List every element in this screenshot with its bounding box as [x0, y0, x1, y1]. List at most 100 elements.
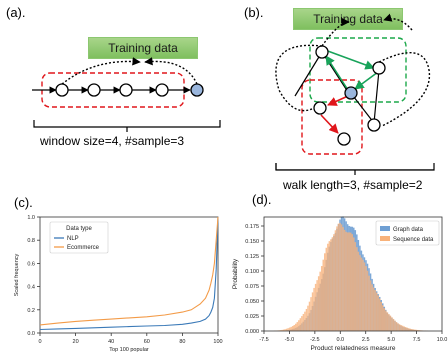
y-axis-label: Scaled frequency [14, 254, 20, 297]
panel-d-label: (d). [252, 192, 272, 207]
histogram-bar [388, 313, 390, 331]
histogram-bar [401, 325, 404, 331]
histogram-bar [317, 276, 320, 331]
histogram-bar [291, 326, 294, 331]
histogram-bar [331, 237, 334, 331]
histogram-bar [301, 316, 303, 331]
histogram-bar [380, 301, 382, 331]
panel-b-node [313, 101, 327, 115]
histogram-bar [322, 259, 325, 331]
histogram-bar [343, 229, 346, 331]
histogram-bar [366, 270, 369, 331]
panel-b-node [367, 118, 381, 132]
histogram-bar [392, 318, 395, 331]
y-tick-label: 0.8 [27, 238, 35, 244]
histogram-bar [372, 287, 375, 331]
histogram-bar [325, 247, 328, 331]
y-tick-label: 0.025 [245, 314, 259, 320]
x-tick-label: 0 [38, 339, 41, 345]
panel-a-node [87, 83, 101, 97]
histogram-bar [305, 308, 308, 331]
y-tick-label: 0.000 [245, 329, 259, 335]
panel-b-graph-diagram [275, 13, 434, 170]
histogram-bar [334, 230, 337, 331]
y-axis-label: Probability [232, 258, 239, 289]
histogram-bar [284, 329, 286, 331]
histogram-bar [327, 243, 329, 331]
histogram-bar [354, 242, 357, 331]
histogram-bar [282, 329, 285, 331]
histogram-bar [400, 325, 402, 331]
y-tick-label: 0.100 [245, 269, 259, 275]
panel-b-caption: walk length=3, #sample=2 [283, 178, 423, 192]
y-tick-label: 0.6 [27, 261, 35, 267]
histogram-bar [298, 320, 300, 331]
histogram-bar [302, 313, 305, 331]
legend-title: Data type [66, 226, 92, 232]
panel-c-line-chart: 0 20 40 60 80 100 0.0 0.2 0.4 0.6 0.8 1.0 Top 100 po… [14, 215, 223, 353]
x-tick-label: 20 [73, 339, 79, 345]
histogram-bar [311, 292, 314, 331]
histogram-bar [336, 226, 338, 331]
histogram-bar [293, 325, 296, 331]
panel-a-sequence-diagram [32, 57, 221, 132]
legend-swatch [380, 226, 390, 231]
histogram-bar [417, 329, 419, 331]
histogram-bar [397, 323, 399, 331]
histogram-bar [337, 223, 340, 331]
histogram-bar [299, 318, 302, 331]
histogram-bar [320, 266, 323, 331]
x-tick-label: -2.5 [310, 337, 319, 343]
legend-entry: Graph data [393, 227, 424, 233]
panel-a-node [155, 83, 169, 97]
histogram-bar [375, 292, 378, 331]
histogram-bar [385, 310, 387, 331]
histogram-bar [389, 315, 392, 331]
panel-b-node [372, 61, 386, 75]
panel-a-training-data-box: Training data [88, 37, 198, 59]
x-axis-label: Top 100 popular [109, 347, 149, 353]
histogram-bar [356, 247, 358, 331]
histogram-bar [330, 239, 332, 331]
panel-a-node [119, 83, 133, 97]
histogram-bar [313, 287, 315, 331]
histogram-bar [310, 297, 312, 331]
x-axis-label: Product relatedness measure [311, 345, 396, 352]
y-tick-label: 0.175 [245, 224, 259, 230]
histogram-bar [365, 266, 367, 331]
histogram-bar [349, 232, 352, 331]
histogram-bar [394, 320, 396, 331]
series-line-nlp [39, 216, 219, 331]
panel-b-brace-lower [275, 163, 435, 175]
x-tick-label: 80 [179, 339, 185, 345]
histogram-bar [314, 283, 317, 331]
histogram-bar [353, 237, 355, 331]
histogram-bar [304, 311, 306, 331]
histogram-bar [412, 329, 415, 331]
histogram-bar [360, 257, 363, 331]
histogram-bar [363, 262, 366, 331]
panel-b-node [337, 132, 351, 146]
x-tick-label: 40 [108, 339, 114, 345]
histogram-bar [404, 327, 407, 331]
panel-b-label: (b). [244, 5, 264, 20]
histogram-bar [290, 326, 292, 331]
histogram-bar [324, 253, 326, 331]
panel-b-red-walk-box [301, 79, 363, 155]
y-tick-label: 0.125 [245, 254, 259, 260]
histogram-bar [346, 232, 349, 331]
histogram-bar [295, 323, 297, 331]
histogram-bar [383, 308, 386, 331]
histogram-bar [339, 222, 341, 331]
histogram-bar [319, 271, 321, 331]
histogram-bar [362, 259, 364, 331]
panel-a-caption: window size=4, #sample=3 [40, 134, 185, 148]
histogram-bar [316, 280, 318, 331]
y-tick-label: 0.0 [27, 331, 35, 337]
x-tick-label: -7.5 [259, 337, 268, 343]
histogram-bar [279, 330, 282, 331]
x-tick-label: 0.0 [336, 337, 344, 343]
histogram-bar [395, 322, 398, 331]
histogram-bar [348, 232, 350, 331]
panel-c-label: (c). [14, 195, 33, 210]
